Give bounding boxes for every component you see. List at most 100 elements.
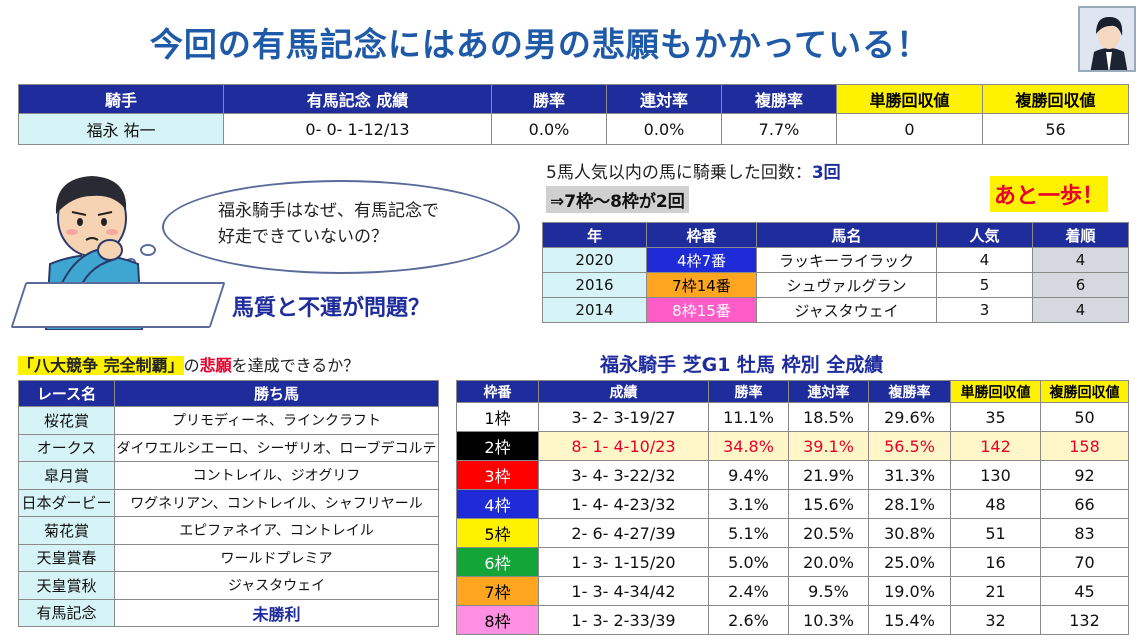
record-cell: 1- 3- 1-15/20 <box>538 547 709 577</box>
show-return-cell: 83 <box>1040 518 1129 548</box>
column-header: 複勝率 <box>868 380 951 403</box>
year-cell: 2014 <box>542 297 647 323</box>
table-row: 日本ダービー ワグネリアン、コントレイル、シャフリヤール <box>18 488 439 517</box>
table-cell: 7.7% <box>721 113 837 145</box>
thought-line: 福永騎手はなぜ、有馬記念で <box>218 201 439 221</box>
horse-cell: シュヴァルグラン <box>756 272 937 298</box>
table-header-row: 騎手 有馬記念 成績 勝率 連対率 複勝率 単勝回収値 複勝回収値 <box>18 84 1129 114</box>
finish-cell: 4 <box>1032 247 1129 273</box>
column-header: 複勝回収値 <box>1040 380 1129 403</box>
race-name-cell: 桜花賞 <box>18 406 115 435</box>
place-rate-cell: 9.5% <box>788 576 869 606</box>
frame-stats-table: 枠番 成績 勝率 連対率 複勝率 単勝回収値 複勝回収値 1枠 3- 2- 3-1… <box>456 380 1129 635</box>
column-header: 連対率 <box>788 380 869 403</box>
waku-cell: 4枠7番 <box>646 247 757 273</box>
record-cell: 3- 2- 3-19/27 <box>538 402 709 432</box>
win-return-cell: 16 <box>950 547 1041 577</box>
show-return-cell: 66 <box>1040 489 1129 519</box>
show-return-cell: 158 <box>1040 431 1129 461</box>
column-header: 勝率 <box>491 84 607 114</box>
column-header: 馬名 <box>756 222 937 248</box>
avatar <box>1078 6 1136 72</box>
avatar-icon <box>1080 8 1134 70</box>
race-name-cell: 菊花賞 <box>18 516 115 545</box>
table-row: 6枠 1- 3- 1-15/20 5.0% 20.0% 25.0% 16 70 <box>456 547 1129 577</box>
table-row: 2016 7枠14番 シュヴァルグラン 5 6 <box>542 272 1129 298</box>
win-return-cell: 21 <box>950 576 1041 606</box>
place-rate-cell: 20.0% <box>788 547 869 577</box>
column-header: 勝率 <box>708 380 789 403</box>
table-row: 2枠 8- 1- 4-10/23 34.8% 39.1% 56.5% 142 158 <box>456 431 1129 461</box>
record-cell: 1- 3- 2-33/39 <box>538 605 709 635</box>
race-name-cell: 天皇賞秋 <box>18 571 115 600</box>
winner-cell: エピファネイア、コントレイル <box>114 516 439 545</box>
column-header: 複勝率 <box>721 84 837 114</box>
place-rate-cell: 15.6% <box>788 489 869 519</box>
table-row: 5枠 2- 6- 4-27/39 5.1% 20.5% 30.8% 51 83 <box>456 518 1129 548</box>
winner-cell: ワールドプレミア <box>114 543 439 572</box>
record-cell: 2- 6- 4-27/39 <box>538 518 709 548</box>
show-return-cell: 45 <box>1040 576 1129 606</box>
table-row: 2014 8枠15番 ジャスタウェイ 3 4 <box>542 297 1129 323</box>
show-rate-cell: 19.0% <box>868 576 951 606</box>
show-return-cell: 132 <box>1040 605 1129 635</box>
show-return-cell: 70 <box>1040 547 1129 577</box>
column-header: 単勝回収値 <box>950 380 1041 403</box>
place-rate-cell: 20.5% <box>788 518 869 548</box>
table-cell: 56 <box>982 113 1129 145</box>
column-header: 連対率 <box>606 84 722 114</box>
waku-cell: 4枠 <box>456 489 539 519</box>
thought-puff <box>140 244 156 256</box>
popular-count-label: 5馬人気以内の馬に騎乗した回数： <box>546 163 812 183</box>
column-header: 単勝回収値 <box>836 84 983 114</box>
table-cell: 0 <box>836 113 983 145</box>
winner-cell: コントレイル、ジオグリフ <box>114 461 439 490</box>
show-rate-cell: 56.5% <box>868 431 951 461</box>
table-row: 皐月賞 コントレイル、ジオグリフ <box>18 461 439 490</box>
column-header: 枠番 <box>456 380 539 403</box>
waku-cell: 8枠15番 <box>646 297 757 323</box>
eight-races-tail: を達成できるか？ <box>231 356 360 375</box>
table-row: オークス ダイワエルシエーロ、シーザリオ、ローブデコルテ <box>18 433 439 462</box>
win-return-cell: 51 <box>950 518 1041 548</box>
place-rate-cell: 10.3% <box>788 605 869 635</box>
column-header: 有馬記念 成績 <box>223 84 492 114</box>
desk-icon <box>10 282 226 328</box>
win-return-cell: 142 <box>950 431 1041 461</box>
place-rate-cell: 18.5% <box>788 402 869 432</box>
table-row: 福永 祐一 0- 0- 1-12/13 0.0% 0.0% 7.7% 0 56 <box>18 113 1129 145</box>
table-row: 3枠 3- 4- 3-22/32 9.4% 21.9% 31.3% 130 92 <box>456 460 1129 490</box>
win-rate-cell: 3.1% <box>708 489 789 519</box>
race-name-cell: オークス <box>18 433 115 462</box>
jockey-stats-table: 騎手 有馬記念 成績 勝率 連対率 複勝率 単勝回収値 複勝回収値 福永 祐一 … <box>18 84 1129 145</box>
win-rate-cell: 11.1% <box>708 402 789 432</box>
table-cell: 0- 0- 1-12/13 <box>223 113 492 145</box>
table-row: 菊花賞 エピファネイア、コントレイル <box>18 516 439 545</box>
table-row: 天皇賞秋 ジャスタウェイ <box>18 571 439 600</box>
win-rate-cell: 2.6% <box>708 605 789 635</box>
win-return-cell: 32 <box>950 605 1041 635</box>
column-header: 着順 <box>1032 222 1129 248</box>
waku-cell: 6枠 <box>456 547 539 577</box>
table-row: 4枠 1- 4- 4-23/32 3.1% 15.6% 28.1% 48 66 <box>456 489 1129 519</box>
waku-cell: 5枠 <box>456 518 539 548</box>
eight-races-table: レース名 勝ち馬 桜花賞 プリモディーネ、ラインクラフト オークス ダイワエルシエーロ… <box>18 380 439 627</box>
show-rate-cell: 30.8% <box>868 518 951 548</box>
thought-bubble <box>162 180 520 274</box>
table-row: 8枠 1- 3- 2-33/39 2.6% 10.3% 15.4% 32 132 <box>456 605 1129 635</box>
win-return-cell: 35 <box>950 402 1041 432</box>
winner-cell: ジャスタウェイ <box>114 571 439 600</box>
horse-cell: ラッキーライラック <box>756 247 937 273</box>
year-cell: 2016 <box>542 272 647 298</box>
finish-cell: 4 <box>1032 297 1129 323</box>
column-header: 騎手 <box>18 84 224 114</box>
problem-heading: 馬質と不運が問題？ <box>232 296 431 321</box>
table-header-row: 枠番 成績 勝率 連対率 複勝率 単勝回収値 複勝回収値 <box>456 380 1129 403</box>
show-rate-cell: 29.6% <box>868 402 951 432</box>
table-header-row: 年 枠番 馬名 人気 着順 <box>542 222 1129 248</box>
show-return-cell: 92 <box>1040 460 1129 490</box>
table-cell: 0.0% <box>606 113 722 145</box>
eight-races-red: 悲願 <box>199 356 232 375</box>
winner-cell: プリモディーネ、ラインクラフト <box>114 406 439 435</box>
table-row: 2020 4枠7番 ラッキーライラック 4 4 <box>542 247 1129 273</box>
